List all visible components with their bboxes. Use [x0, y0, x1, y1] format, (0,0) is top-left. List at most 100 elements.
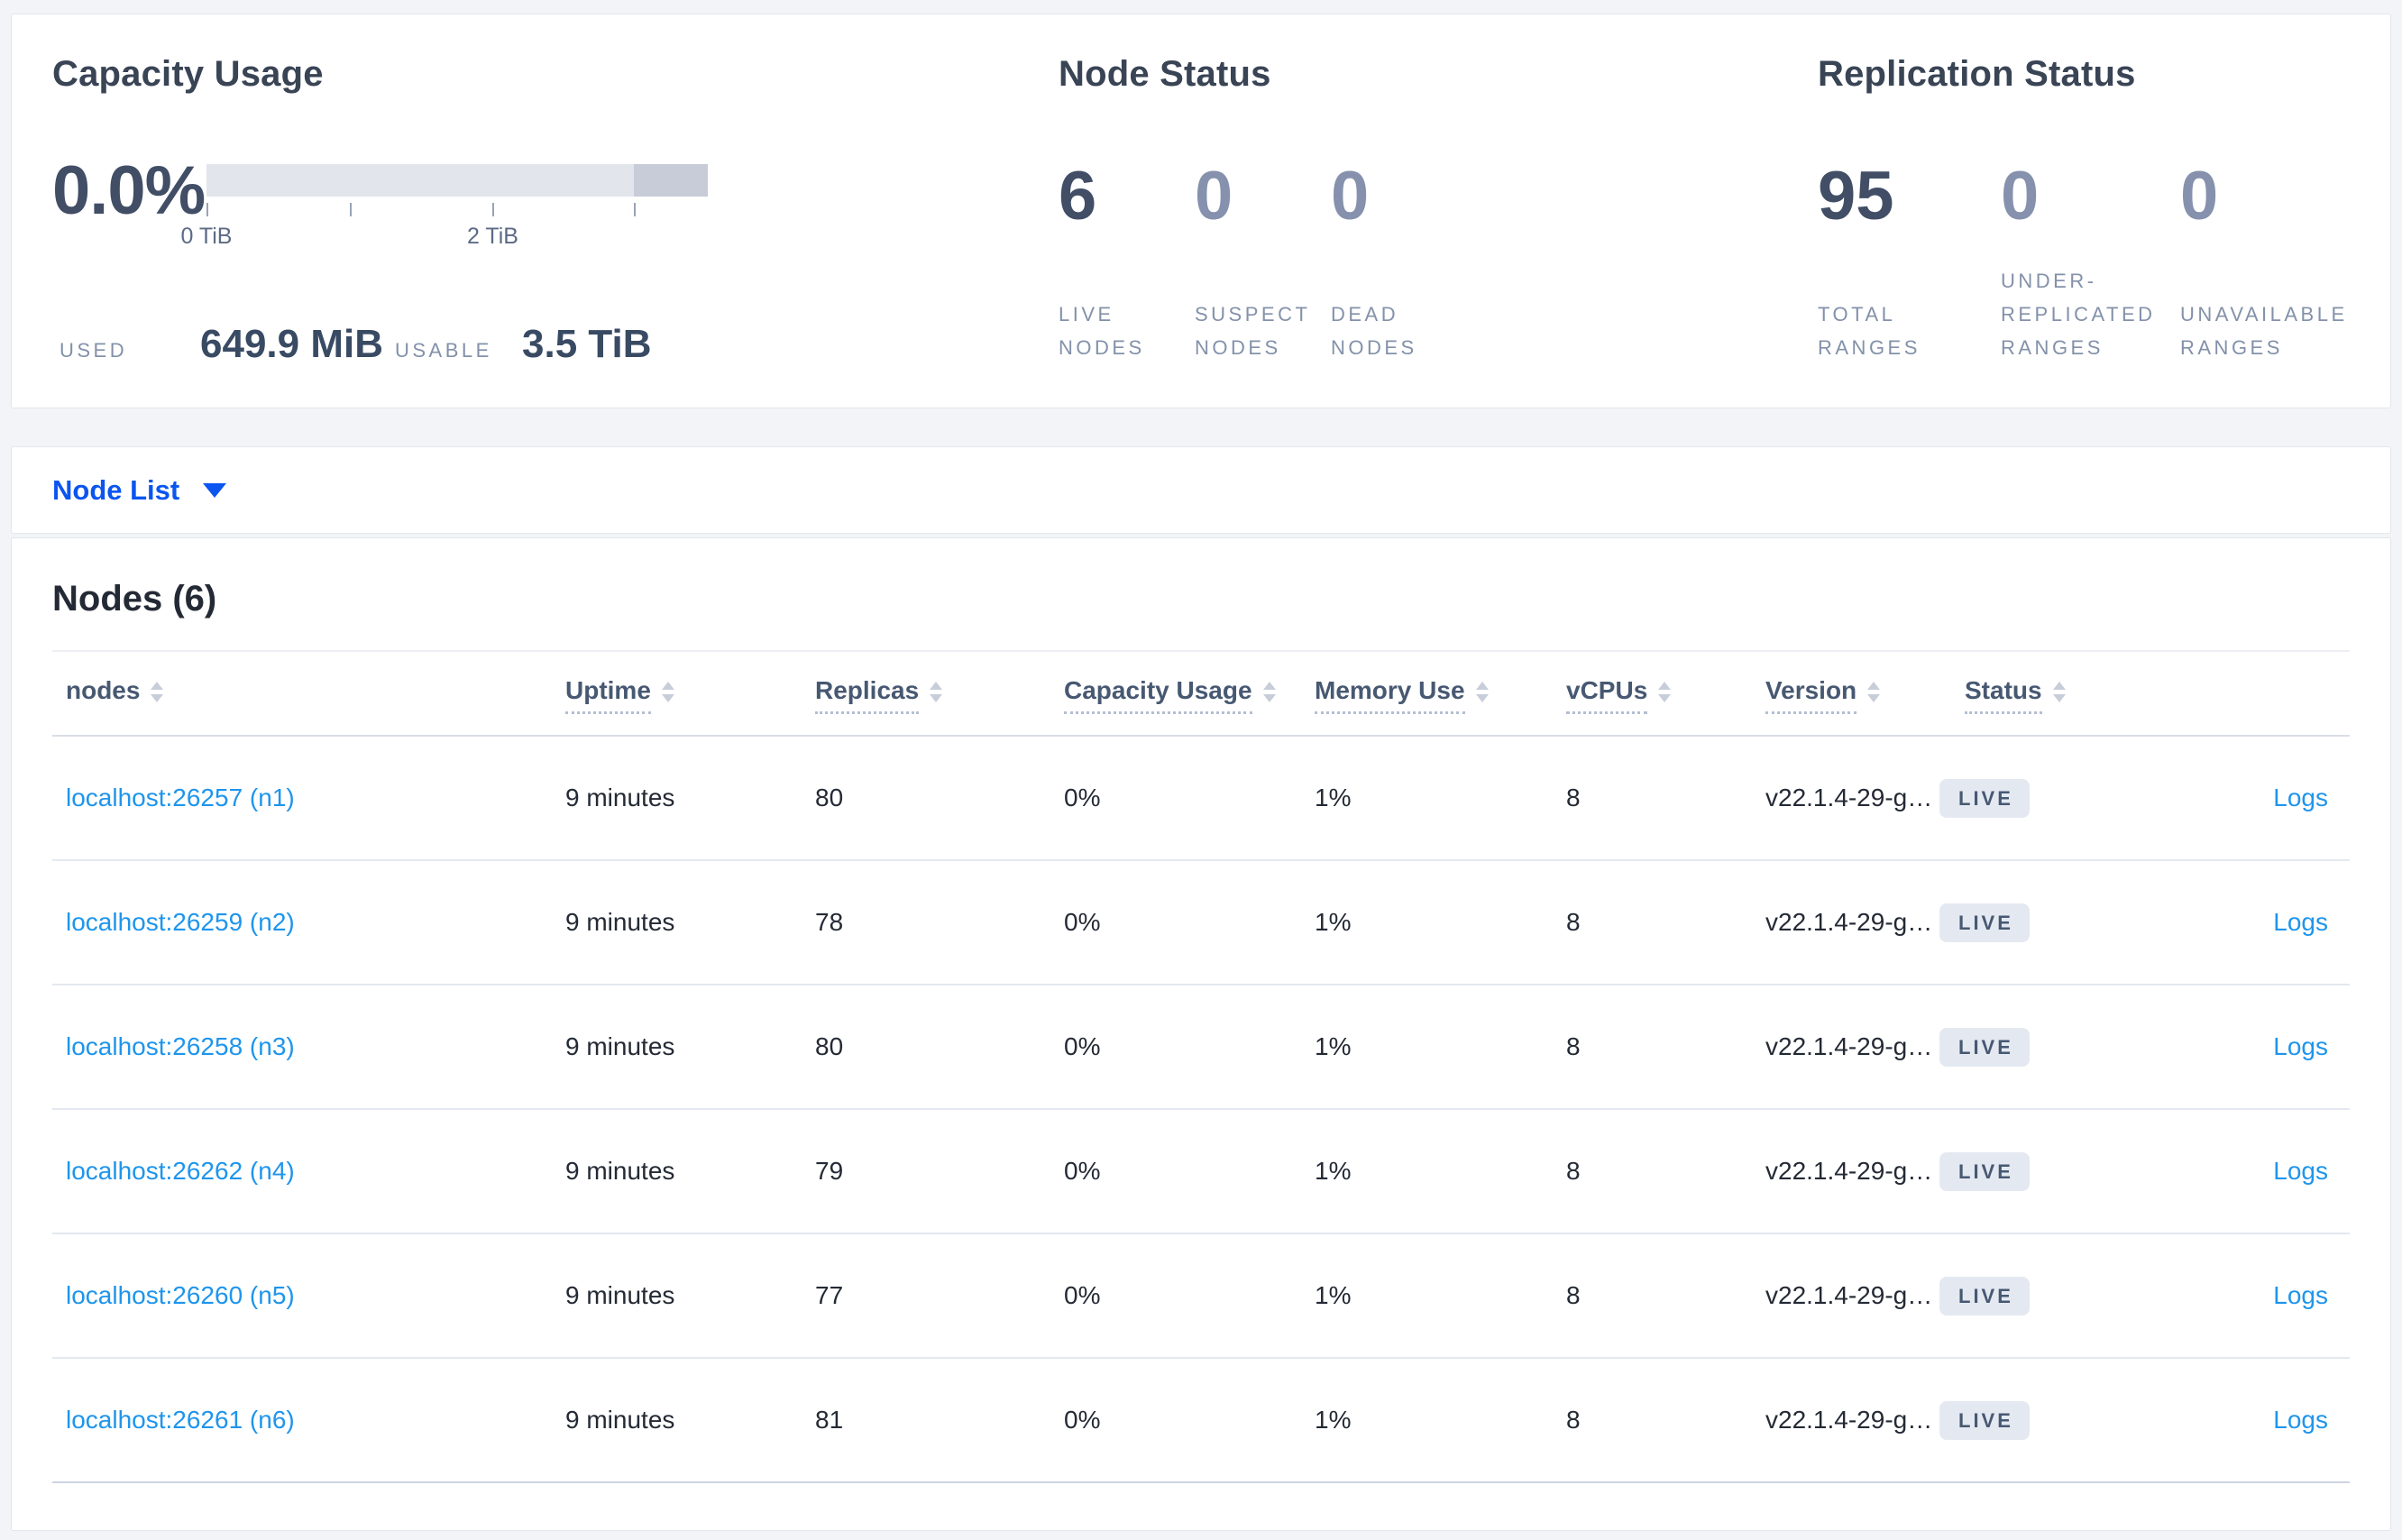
sort-desc-icon	[1867, 693, 1881, 702]
status-cell: LIVE	[1939, 903, 2190, 942]
table-body: localhost:26257 (n1) 9 minutes 80 0% 1% …	[52, 737, 2350, 1483]
table-row: localhost:26259 (n2) 9 minutes 78 0% 1% …	[52, 861, 2350, 985]
memory-cell: 1%	[1315, 1281, 1352, 1309]
column-header[interactable]: Memory Use	[1315, 676, 1566, 714]
version-cell: v22.1.4-29-g…	[1765, 1406, 1933, 1434]
logs-link[interactable]: Logs	[2273, 908, 2328, 936]
logs-cell: Logs	[2190, 908, 2350, 937]
axis-tick-label: 2 TiB	[466, 224, 518, 249]
column-header-label: nodes	[66, 676, 141, 704]
node-link[interactable]: localhost:26257 (n1)	[66, 784, 295, 811]
sort-icon[interactable]	[1867, 681, 1881, 702]
column-header-label: vCPUs	[1566, 676, 1648, 714]
vcpus-cell: 8	[1566, 1157, 1581, 1185]
node-cell: localhost:26262 (n4)	[52, 1157, 565, 1186]
sort-icon[interactable]	[151, 681, 164, 702]
stat-value: 6	[1059, 158, 1097, 234]
version-cell: v22.1.4-29-g…	[1765, 908, 1933, 936]
capacity-cell: 0%	[1064, 908, 1101, 936]
sort-icon[interactable]	[2052, 681, 2066, 702]
sort-icon[interactable]	[1475, 681, 1489, 702]
node-link[interactable]: localhost:26260 (n5)	[66, 1281, 295, 1309]
capacity-bar: 0 TiB 2 TiB	[181, 164, 708, 251]
axis-tick	[350, 203, 353, 216]
version-cell: v22.1.4-29-g…	[1765, 784, 1933, 811]
sort-asc-icon	[2052, 681, 2066, 690]
status-badge: LIVE	[1939, 1151, 2030, 1191]
logs-link[interactable]: Logs	[2273, 1032, 2328, 1060]
axis-tick	[206, 203, 208, 216]
status-badge: LIVE	[1939, 778, 2030, 818]
node-link[interactable]: localhost:26259 (n2)	[66, 908, 295, 936]
stat-value: 0	[2001, 158, 2040, 234]
logs-link[interactable]: Logs	[2273, 1157, 2328, 1185]
sort-asc-icon	[1867, 681, 1881, 690]
sort-asc-icon	[930, 681, 943, 690]
table-row: localhost:26258 (n3) 9 minutes 80 0% 1% …	[52, 985, 2350, 1110]
capacity-cell: 0%	[1064, 1157, 1101, 1185]
node-link[interactable]: localhost:26262 (n4)	[66, 1157, 295, 1185]
sort-desc-icon	[1262, 693, 1276, 702]
memory-cell: 1%	[1315, 908, 1352, 936]
stat-label: UNDER-REPLICATED RANGES	[2001, 270, 2156, 359]
status-cell: LIVE	[1939, 1400, 2190, 1440]
summary-stat: 95 TOTAL RANGES	[1818, 92, 2001, 364]
node-link[interactable]: localhost:26261 (n6)	[66, 1406, 295, 1434]
node-cell: localhost:26260 (n5)	[52, 1281, 565, 1310]
sort-asc-icon	[661, 681, 674, 690]
column-header-label: Status	[1965, 676, 2042, 714]
version-cell: v22.1.4-29-g…	[1765, 1032, 1933, 1060]
version-cell: v22.1.4-29-g…	[1765, 1157, 1933, 1185]
replicas-cell: 78	[815, 908, 844, 936]
column-header[interactable]: Replicas	[815, 676, 1064, 714]
capacity-axis: 0 TiB 2 TiB	[181, 197, 708, 251]
status-badge: LIVE	[1939, 903, 2030, 942]
logs-cell: Logs	[2190, 1032, 2350, 1061]
status-badge: LIVE	[1939, 1400, 2030, 1440]
node-status-title: Node Status	[1059, 54, 1271, 94]
capacity-cell: 0%	[1064, 1281, 1101, 1309]
view-selector-dropdown[interactable]: Node List	[52, 473, 227, 507]
axis-tick	[492, 203, 495, 216]
memory-cell: 1%	[1315, 784, 1352, 811]
sort-icon[interactable]	[930, 681, 943, 702]
stat-value: 0	[1195, 158, 1233, 234]
sort-icon[interactable]	[661, 681, 674, 702]
usable-label: USABLE	[395, 339, 492, 362]
node-cell: localhost:26258 (n3)	[52, 1032, 565, 1061]
uptime-cell: 9 minutes	[565, 1281, 675, 1309]
sort-icon[interactable]	[1262, 681, 1276, 702]
logs-link[interactable]: Logs	[2273, 1281, 2328, 1309]
column-header[interactable]: nodes	[52, 676, 565, 714]
capacity-percent: 0.0%	[52, 152, 206, 229]
column-header[interactable]: Version	[1765, 676, 1965, 714]
node-cell: localhost:26257 (n1)	[52, 784, 565, 812]
view-selector-label: Node List	[52, 473, 180, 506]
status-cell: LIVE	[1939, 778, 2190, 818]
column-header-label: Capacity Usage	[1064, 676, 1252, 714]
sort-desc-icon	[1475, 693, 1489, 702]
column-header-label: Uptime	[565, 676, 651, 714]
column-header[interactable]: vCPUs	[1566, 676, 1765, 714]
capacity-cell: 0%	[1064, 1032, 1101, 1060]
memory-cell: 1%	[1315, 1406, 1352, 1434]
view-selector-bar: Node List	[11, 446, 2391, 534]
logs-link[interactable]: Logs	[2273, 1406, 2328, 1434]
sort-icon[interactable]	[1658, 681, 1672, 702]
uptime-cell: 9 minutes	[565, 1157, 675, 1185]
column-header[interactable]: Capacity Usage	[1064, 676, 1315, 714]
column-header[interactable]: Uptime	[565, 676, 815, 714]
vcpus-cell: 8	[1566, 908, 1581, 936]
capacity-cell: 0%	[1064, 784, 1101, 811]
capacity-cell: 0%	[1064, 1406, 1101, 1434]
logs-cell: Logs	[2190, 1281, 2350, 1310]
sort-desc-icon	[661, 693, 674, 702]
used-label: USED	[60, 339, 128, 362]
column-header[interactable]: Status	[1965, 676, 2190, 714]
used-value: 649.9 MiB	[200, 322, 383, 366]
logs-link[interactable]: Logs	[2273, 784, 2328, 811]
capacity-usage-title: Capacity Usage	[52, 54, 324, 94]
node-link[interactable]: localhost:26258 (n3)	[66, 1032, 295, 1060]
sort-asc-icon	[1262, 681, 1276, 690]
node-cell: localhost:26259 (n2)	[52, 908, 565, 937]
